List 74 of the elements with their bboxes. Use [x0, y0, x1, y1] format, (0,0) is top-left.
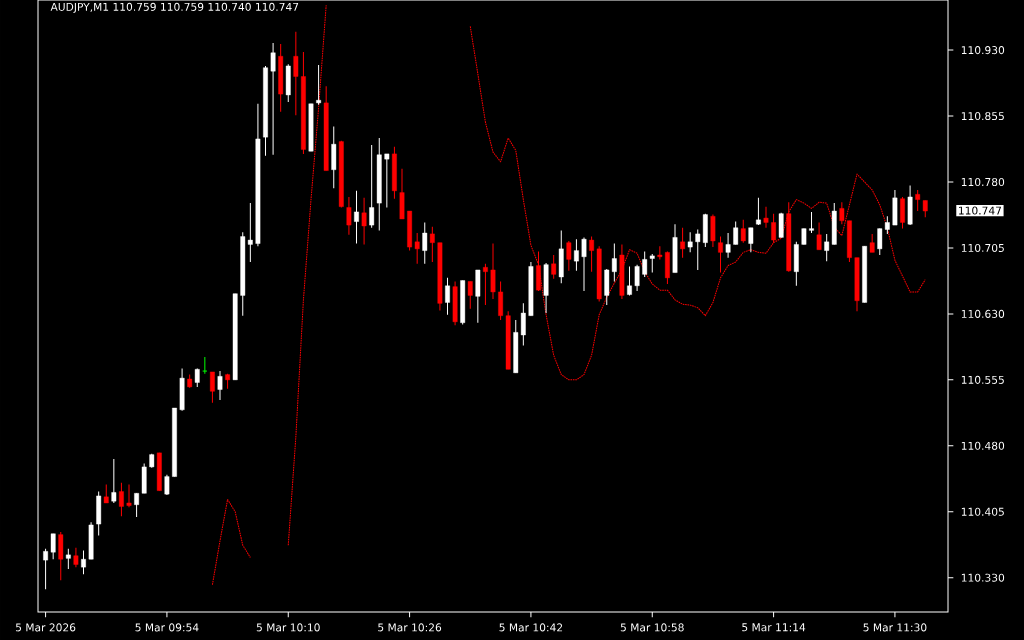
candlestick — [748, 227, 754, 253]
candlestick — [680, 227, 685, 259]
candlestick — [414, 232, 420, 265]
candlestick — [134, 492, 139, 518]
candlestick — [422, 221, 428, 265]
y-tick-label: 110.855 — [961, 112, 1004, 121]
candlestick — [771, 213, 776, 244]
y-tick-label: 110.405 — [961, 507, 1004, 516]
y-tick-label: 110.705 — [961, 243, 1004, 252]
candlestick — [627, 265, 632, 296]
candlestick — [809, 211, 814, 234]
candlestick — [763, 206, 769, 229]
candlestick — [43, 548, 48, 590]
candlestick — [119, 482, 124, 517]
candlestick — [467, 280, 473, 310]
candlestick — [111, 458, 117, 504]
candlestick — [429, 226, 435, 263]
candlestick — [270, 42, 276, 156]
candlestick — [445, 277, 450, 316]
candlestick — [900, 196, 905, 230]
candlestick — [718, 236, 723, 274]
y-tick-label: 110.780 — [961, 177, 1005, 187]
candlestick — [346, 196, 352, 236]
y-tick-label: 110.555 — [961, 375, 1004, 384]
candlestick — [316, 64, 321, 106]
candlestick — [103, 484, 109, 504]
candlestick — [551, 254, 557, 280]
candlestick — [217, 370, 223, 401]
candlestick — [483, 263, 488, 306]
candlestick — [733, 221, 739, 245]
candlestick — [210, 371, 215, 404]
x-tick-label: 5 Mar 10:26 — [378, 623, 442, 632]
x-tick-label: 5 Mar 11:30 — [863, 623, 927, 632]
candlestick — [756, 197, 761, 226]
candlestick — [194, 367, 200, 388]
candlestick — [589, 236, 594, 273]
candlestick — [915, 189, 921, 212]
candlestick — [65, 548, 71, 570]
candlestick — [81, 549, 86, 575]
candlestick — [50, 533, 56, 560]
candlestick — [354, 190, 359, 245]
candlestick — [574, 238, 579, 272]
y-tick-label: 110.480 — [961, 441, 1005, 450]
candlestick — [369, 144, 375, 229]
candlestick — [634, 264, 640, 292]
candlestick — [649, 253, 655, 274]
candlestick — [490, 243, 496, 300]
x-tick-label: 5 Mar 10:42 — [499, 623, 563, 632]
x-tick-label: 5 Mar 2026 — [15, 623, 76, 632]
candlestick — [687, 231, 693, 253]
candlestick — [498, 280, 503, 321]
x-tick-label: 5 Mar 10:10 — [256, 623, 320, 632]
candlestick — [740, 219, 746, 244]
candlestick — [384, 153, 390, 209]
candlestick — [869, 233, 875, 253]
y-tick-label: 110.630 — [961, 309, 1005, 318]
y-tick-label: 110.330 — [961, 573, 1005, 582]
candlestick — [361, 197, 367, 245]
x-tick-label: 5 Mar 11:14 — [742, 623, 806, 632]
candlestick — [725, 232, 731, 259]
candlestick — [73, 547, 79, 568]
candlestick — [293, 31, 299, 116]
candlestick — [581, 236, 587, 292]
candlestick — [126, 484, 132, 508]
x-tick-label: 5 Mar 09:54 — [135, 623, 199, 632]
candlestick — [816, 221, 822, 251]
chart-title: AUDJPY,M1 110.759 110.759 110.740 110.747 — [50, 2, 299, 13]
candlestick — [778, 212, 784, 238]
candlestick — [566, 240, 572, 272]
x-tick-label: 5 Mar 10:58 — [620, 623, 684, 632]
candlestick — [642, 250, 648, 278]
y-tick-label: 110.930 — [961, 46, 1005, 55]
text: 110.747 — [959, 206, 1002, 215]
candlestick — [839, 201, 845, 225]
